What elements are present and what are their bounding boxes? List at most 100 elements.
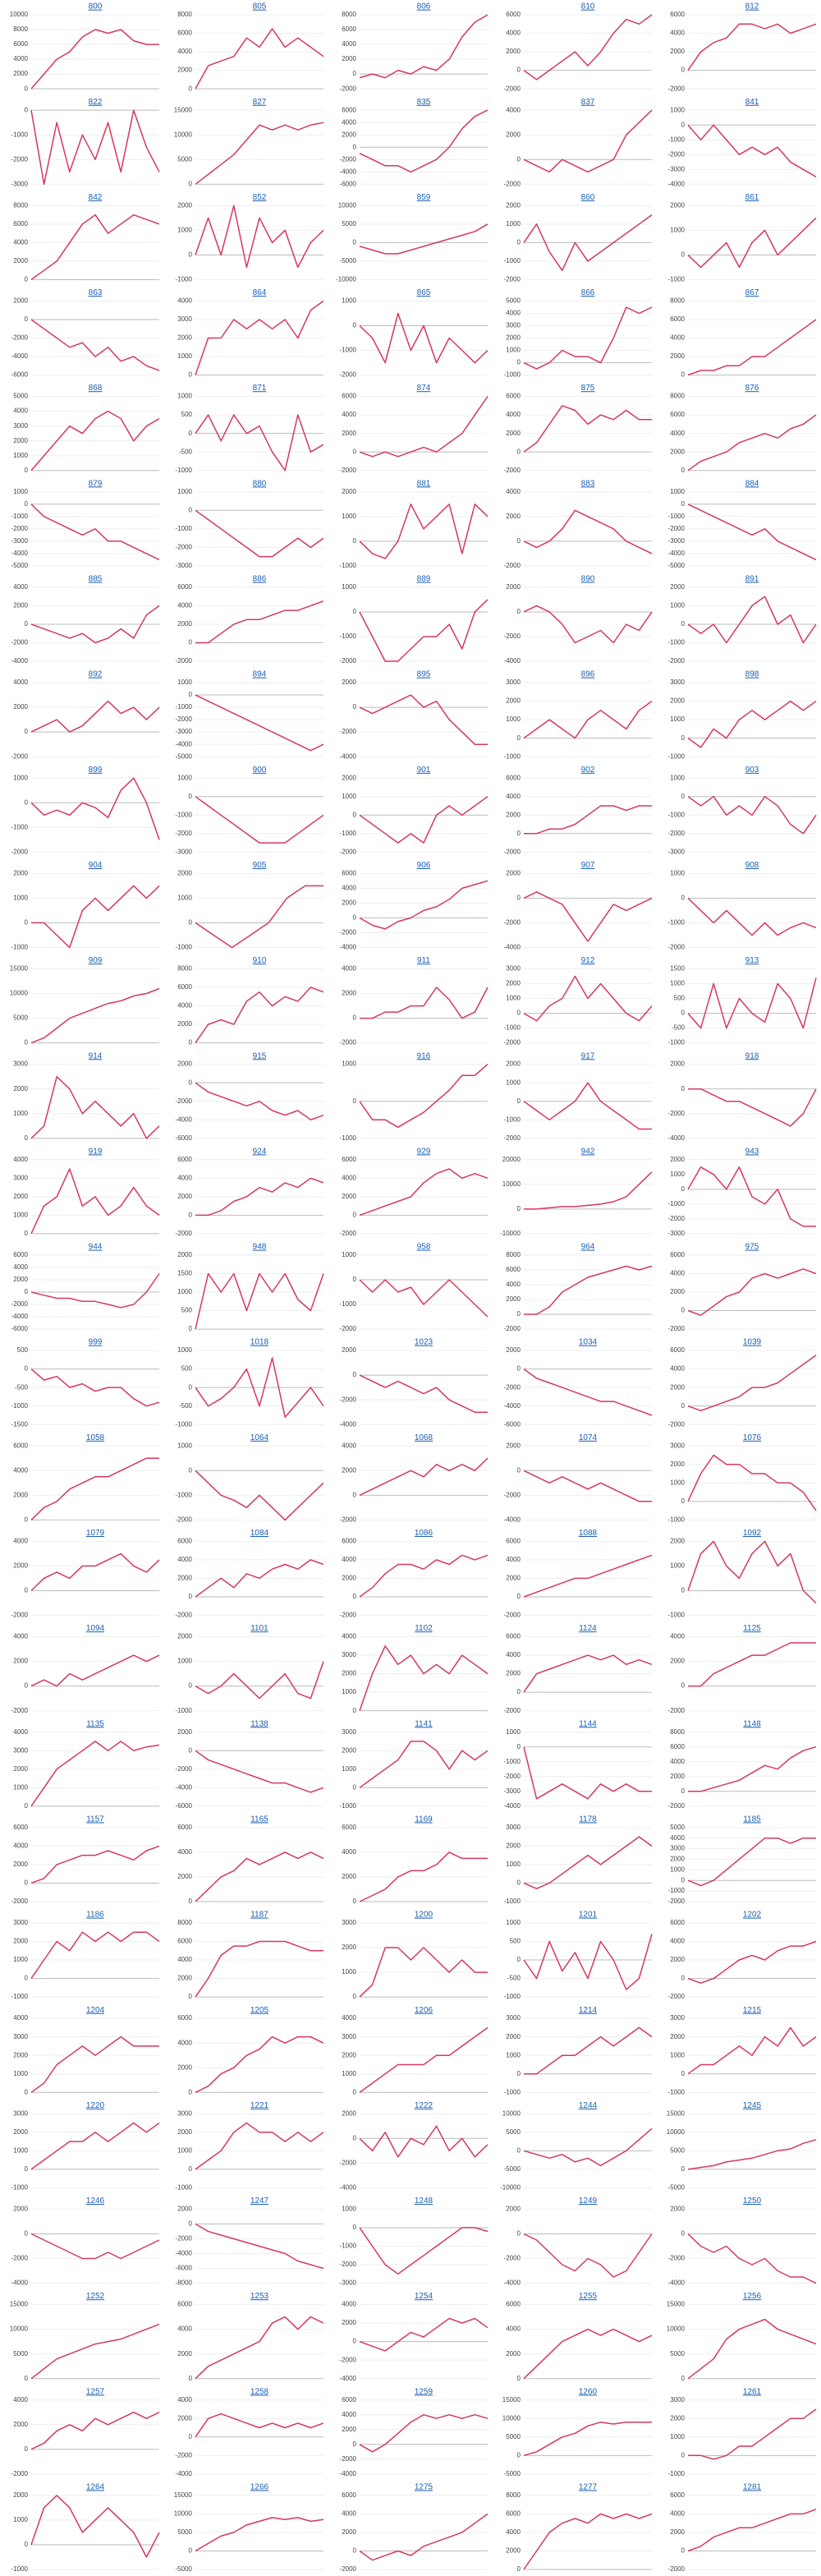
chart-title[interactable]: 835	[417, 98, 431, 107]
chart-title[interactable]: 1221	[250, 2101, 269, 2110]
chart-title[interactable]: 1264	[86, 2482, 105, 2491]
chart-title[interactable]: 1222	[415, 2101, 433, 2110]
chart-title[interactable]: 889	[417, 575, 431, 584]
chart-title[interactable]: 880	[253, 479, 267, 488]
chart-title[interactable]: 1206	[415, 2006, 433, 2015]
chart-title[interactable]: 822	[89, 98, 103, 107]
chart-title[interactable]: 1202	[743, 1911, 762, 1920]
chart-title[interactable]: 1256	[743, 2292, 762, 2301]
chart-title[interactable]: 1248	[415, 2196, 433, 2206]
chart-title[interactable]: 1246	[86, 2196, 105, 2206]
chart-title[interactable]: 863	[89, 288, 103, 297]
chart-title[interactable]: 918	[745, 1051, 759, 1060]
chart-title[interactable]: 929	[417, 1147, 431, 1156]
chart-title[interactable]: 1277	[579, 2482, 598, 2491]
chart-title[interactable]: 1201	[579, 1911, 598, 1920]
chart-title[interactable]: 1252	[86, 2292, 105, 2301]
chart-title[interactable]: 1079	[86, 1529, 105, 1538]
chart-title[interactable]: 917	[581, 1051, 595, 1060]
chart-title[interactable]: 860	[581, 193, 595, 202]
chart-title[interactable]: 881	[417, 479, 431, 488]
chart-title[interactable]: 1220	[86, 2101, 105, 2110]
chart-title[interactable]: 876	[745, 384, 759, 393]
chart-title[interactable]: 948	[253, 1243, 267, 1252]
chart-title[interactable]: 1141	[415, 1719, 433, 1728]
chart-title[interactable]: 1257	[86, 2387, 105, 2396]
chart-title[interactable]: 842	[89, 193, 103, 202]
chart-title[interactable]: 1275	[415, 2482, 433, 2491]
chart-title[interactable]: 1058	[86, 1433, 105, 1442]
chart-title[interactable]: 906	[417, 861, 431, 870]
chart-title[interactable]: 1281	[743, 2482, 762, 2491]
chart-title[interactable]: 1266	[250, 2482, 269, 2491]
chart-title[interactable]: 1064	[250, 1433, 269, 1442]
chart-title[interactable]: 1039	[743, 1338, 762, 1347]
chart-title[interactable]: 891	[745, 575, 759, 584]
chart-title[interactable]: 1186	[86, 1911, 104, 1920]
chart-title[interactable]: 902	[581, 766, 595, 775]
chart-title[interactable]: 1148	[743, 1719, 761, 1728]
chart-title[interactable]: 1088	[579, 1529, 598, 1538]
chart-title[interactable]: 1034	[579, 1338, 598, 1347]
chart-title[interactable]: 1261	[743, 2387, 762, 2396]
chart-title[interactable]: 1244	[579, 2101, 598, 2110]
chart-title[interactable]: 892	[89, 670, 103, 679]
chart-title[interactable]: 1023	[415, 1338, 433, 1347]
chart-title[interactable]: 1138	[250, 1719, 268, 1728]
chart-title[interactable]: 1260	[579, 2387, 598, 2396]
chart-title[interactable]: 800	[89, 2, 103, 12]
chart-title[interactable]: 885	[89, 575, 103, 584]
chart-title[interactable]: 910	[253, 956, 267, 965]
chart-title[interactable]: 904	[89, 861, 103, 870]
chart-title[interactable]: 913	[745, 956, 759, 965]
chart-title[interactable]: 810	[581, 2, 595, 12]
chart-title[interactable]: 919	[89, 1147, 103, 1156]
chart-title[interactable]: 898	[745, 670, 759, 679]
chart-title[interactable]: 1254	[415, 2292, 433, 2301]
chart-title[interactable]: 942	[581, 1147, 595, 1156]
chart-title[interactable]: 964	[581, 1243, 595, 1252]
chart-title[interactable]: 1125	[743, 1624, 761, 1633]
chart-title[interactable]: 895	[417, 670, 431, 679]
chart-title[interactable]: 1092	[743, 1529, 762, 1538]
chart-title[interactable]: 1258	[250, 2387, 269, 2396]
chart-title[interactable]: 1187	[250, 1911, 268, 1920]
chart-title[interactable]: 911	[417, 956, 430, 965]
chart-title[interactable]: 1094	[86, 1624, 105, 1633]
chart-title[interactable]: 1074	[579, 1433, 598, 1442]
chart-title[interactable]: 958	[417, 1243, 431, 1252]
chart-title[interactable]: 914	[89, 1051, 103, 1060]
chart-title[interactable]: 1215	[743, 2006, 762, 2015]
chart-title[interactable]: 1204	[86, 2006, 105, 2015]
chart-title[interactable]: 1253	[250, 2292, 269, 2301]
chart-title[interactable]: 1214	[579, 2006, 598, 2015]
chart-title[interactable]: 837	[581, 98, 595, 107]
chart-title[interactable]: 827	[253, 98, 267, 107]
chart-title[interactable]: 1255	[579, 2292, 598, 2301]
chart-title[interactable]: 867	[745, 288, 759, 297]
chart-title[interactable]: 879	[89, 479, 103, 488]
chart-title[interactable]: 884	[745, 479, 759, 488]
chart-title[interactable]: 907	[581, 861, 595, 870]
chart-title[interactable]: 890	[581, 575, 595, 584]
chart-title[interactable]: 859	[417, 193, 431, 202]
chart-title[interactable]: 1205	[250, 2006, 269, 2015]
chart-title[interactable]: 841	[745, 98, 759, 107]
chart-title[interactable]: 909	[89, 956, 103, 965]
chart-title[interactable]: 866	[581, 288, 595, 297]
chart-title[interactable]: 924	[253, 1147, 267, 1156]
chart-title[interactable]: 1250	[743, 2196, 762, 2206]
chart-title[interactable]: 908	[745, 861, 759, 870]
chart-title[interactable]: 1076	[743, 1433, 762, 1442]
chart-title[interactable]: 1135	[86, 1719, 104, 1728]
chart-title[interactable]: 944	[89, 1243, 103, 1252]
chart-title[interactable]: 975	[745, 1243, 759, 1252]
chart-title[interactable]: 1084	[250, 1529, 269, 1538]
chart-title[interactable]: 805	[253, 2, 267, 12]
chart-title[interactable]: 861	[745, 193, 759, 202]
chart-title[interactable]: 875	[581, 384, 595, 393]
chart-title[interactable]: 1247	[250, 2196, 269, 2206]
chart-title[interactable]: 1169	[415, 1815, 433, 1824]
chart-title[interactable]: 894	[253, 670, 267, 679]
chart-title[interactable]: 1144	[579, 1719, 597, 1728]
